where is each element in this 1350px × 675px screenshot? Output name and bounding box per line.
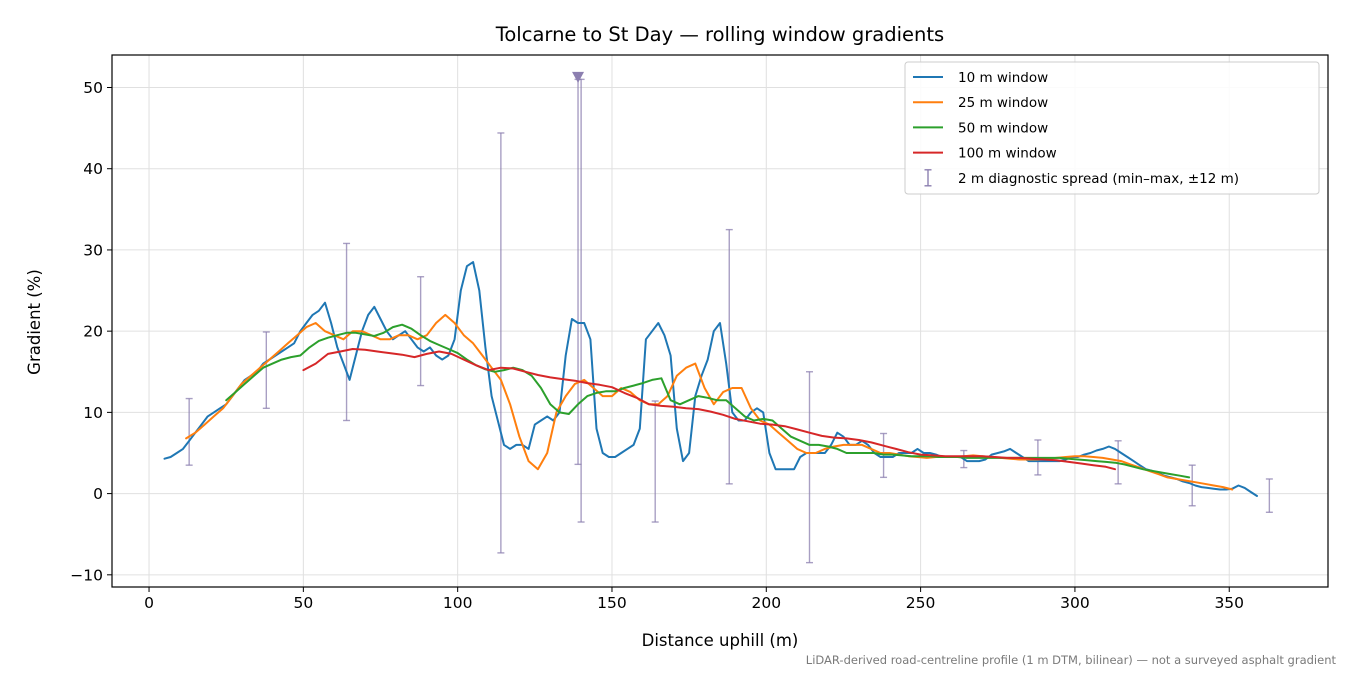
legend-label: 2 m diagnostic spread (min–max, ±12 m) — [958, 171, 1239, 187]
axis-ticks: 0 50 100 150 200 250 300 350 −10 0 10 20 30 40 50 — [70, 79, 1244, 612]
errorbar — [651, 400, 659, 523]
x-tick-label: 50 — [293, 594, 313, 612]
errorbar — [806, 371, 814, 564]
y-axis-title: Gradient (%) — [25, 269, 44, 375]
legend-label: 10 m window — [958, 70, 1048, 86]
errorbar — [725, 228, 733, 485]
legend-label: 25 m window — [958, 95, 1048, 111]
x-tick-label: 250 — [906, 594, 936, 612]
x-tick-label: 350 — [1214, 594, 1244, 612]
errorbar — [417, 276, 425, 387]
legend-box — [904, 61, 1320, 195]
legend-label: 50 m window — [958, 120, 1048, 136]
errorbar — [1265, 478, 1273, 513]
legend-item: 25 m window — [913, 95, 1048, 111]
x-axis-title: Distance uphill (m) — [642, 631, 799, 650]
x-tick-label: 0 — [144, 594, 154, 612]
y-tick-label: 30 — [83, 241, 103, 259]
plot-frame — [111, 54, 1329, 588]
x-tick-label: 300 — [1060, 594, 1090, 612]
x-tick-label: 150 — [597, 594, 627, 612]
errorbar — [1188, 464, 1196, 507]
legend: 10 m window 25 m window 50 m window 100 m w… — [904, 61, 1320, 195]
errorbar — [497, 132, 505, 554]
chart-title: Tolcarne to St Day — rolling window grad… — [495, 23, 944, 46]
x-tick-label: 200 — [751, 594, 781, 612]
legend-item: 100 m window — [913, 146, 1057, 162]
footnote: LiDAR-derived road-centreline profile (1… — [806, 653, 1337, 667]
legend-label: 100 m window — [958, 146, 1057, 162]
y-tick-label: 0 — [93, 485, 103, 503]
y-tick-label: −10 — [70, 566, 103, 584]
y-tick-label: 10 — [83, 404, 103, 422]
series-line — [225, 323, 1191, 479]
clipped-marker — [572, 71, 585, 83]
legend-item: 50 m window — [913, 120, 1048, 136]
y-tick-label: 20 — [83, 323, 103, 341]
legend-item: 2 m diagnostic spread (min–max, ±12 m) — [924, 169, 1239, 187]
x-tick-label: 100 — [443, 594, 473, 612]
y-tick-label: 50 — [83, 79, 103, 97]
series-line — [302, 348, 1116, 471]
series-lines — [163, 71, 1258, 497]
legend-item: 10 m window — [913, 70, 1048, 86]
errorbar — [262, 331, 270, 410]
y-tick-label: 40 — [83, 160, 103, 178]
errorbar — [185, 397, 193, 466]
